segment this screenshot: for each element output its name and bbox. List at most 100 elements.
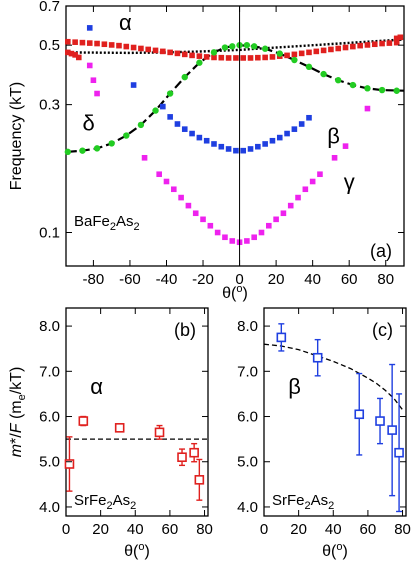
data-point bbox=[177, 452, 187, 463]
data-point bbox=[350, 43, 356, 50]
series-labels-b: α bbox=[90, 374, 103, 399]
data-point bbox=[211, 141, 217, 147]
data-point bbox=[123, 43, 130, 50]
c-x-tick-label: 20 bbox=[290, 521, 307, 538]
data-point bbox=[163, 178, 170, 185]
data-point bbox=[174, 50, 181, 57]
series-label: δ bbox=[82, 111, 94, 136]
a-y-tick-label: 0.7 bbox=[39, 0, 60, 15]
a-y-tick-label: 0.5 bbox=[39, 37, 60, 54]
data-point bbox=[152, 107, 159, 114]
data-point bbox=[210, 49, 218, 56]
plot-frame-c bbox=[263, 307, 407, 517]
data-point bbox=[305, 63, 313, 71]
panel-label-c: (c) bbox=[372, 320, 393, 340]
y-axis-label-a: Frequency (kT) bbox=[8, 82, 25, 190]
data-point bbox=[218, 54, 225, 61]
data-point bbox=[65, 49, 71, 56]
ticks-c: 0 20 40 60 80 4.0 5.0 6.0 7.0 8.0 bbox=[237, 308, 411, 538]
data-point bbox=[276, 332, 287, 343]
data-point bbox=[64, 459, 75, 469]
data-point bbox=[250, 43, 258, 50]
data-point bbox=[170, 186, 177, 193]
data-point bbox=[94, 90, 100, 97]
data-point bbox=[276, 134, 283, 141]
data-point bbox=[261, 45, 269, 52]
data-point bbox=[240, 55, 247, 61]
panel-b: 0 20 40 60 804.05.06.07.08.0 α SrFe2As2 (b) … bbox=[8, 307, 213, 560]
data-point bbox=[233, 147, 239, 154]
data-point bbox=[320, 47, 327, 54]
series-labels-c: β bbox=[288, 374, 301, 399]
data-point bbox=[156, 171, 162, 178]
data-point bbox=[309, 178, 316, 185]
a-x-tick-label: 80 bbox=[377, 271, 394, 288]
data-point bbox=[93, 145, 101, 152]
data-point bbox=[393, 39, 400, 46]
data-point bbox=[145, 46, 152, 53]
b-x-tick-label: 40 bbox=[127, 521, 144, 538]
series-label: γ bbox=[344, 169, 355, 194]
data-point bbox=[276, 50, 283, 57]
ticks-a: -80 -60 -40 -20 0 20 40 60 80 0.1 0.3 0.5 0.7 bbox=[39, 0, 404, 288]
data-point bbox=[192, 210, 199, 217]
data-point bbox=[75, 54, 82, 61]
a-x-tick-label: 40 bbox=[304, 271, 321, 288]
data-point bbox=[196, 134, 203, 141]
data-point bbox=[86, 25, 93, 31]
data-point bbox=[313, 48, 320, 55]
data-point bbox=[364, 85, 371, 92]
data-point bbox=[229, 43, 236, 50]
data-point bbox=[108, 42, 115, 48]
data-point bbox=[225, 146, 232, 152]
a-x-tick-label: 60 bbox=[341, 271, 358, 288]
data-point bbox=[371, 41, 378, 48]
data-point bbox=[262, 54, 268, 61]
data-point bbox=[79, 39, 86, 46]
data-point bbox=[225, 55, 232, 61]
data-point bbox=[317, 171, 323, 178]
data-point bbox=[79, 147, 86, 154]
data-point bbox=[108, 140, 115, 147]
data-point bbox=[244, 238, 250, 244]
data-point bbox=[123, 132, 130, 139]
data-point bbox=[312, 352, 323, 363]
data-point bbox=[181, 51, 188, 58]
sample-label-a: BaFe2As2 bbox=[74, 213, 140, 233]
data-point bbox=[258, 229, 265, 236]
c-y-tick-label: 5.0 bbox=[237, 454, 258, 471]
a-x-tick-label: -20 bbox=[192, 271, 214, 288]
data-point bbox=[78, 416, 89, 426]
b-x-tick-label: 0 bbox=[62, 521, 70, 538]
sample-label-c: SrFe2As2 bbox=[272, 492, 334, 512]
sample-label-b: SrFe2As2 bbox=[74, 492, 136, 512]
data-point bbox=[154, 427, 165, 438]
series-label: β bbox=[288, 374, 301, 399]
data-point bbox=[306, 49, 312, 56]
data-point bbox=[214, 229, 221, 236]
data-point bbox=[130, 44, 137, 51]
data-point bbox=[189, 130, 195, 137]
data-point bbox=[364, 42, 371, 48]
data-point bbox=[181, 126, 188, 132]
data-point bbox=[94, 40, 100, 47]
data-point bbox=[229, 238, 236, 244]
data-point bbox=[378, 86, 386, 94]
x-axis-label-c: θ(o) bbox=[322, 541, 348, 560]
data-point bbox=[295, 194, 301, 201]
a-x-tick-label: -40 bbox=[156, 271, 178, 288]
data-point bbox=[160, 48, 166, 55]
data-point bbox=[364, 105, 371, 112]
data-point bbox=[287, 202, 294, 209]
series-label: α bbox=[90, 374, 103, 399]
data-point bbox=[152, 47, 159, 54]
data-point bbox=[342, 44, 349, 51]
c-x-tick-label: 80 bbox=[394, 521, 411, 538]
data-point bbox=[262, 141, 268, 147]
b-y-tick-label: 8.0 bbox=[39, 318, 60, 335]
data-point bbox=[335, 77, 342, 84]
data-point bbox=[328, 46, 334, 53]
data-point bbox=[251, 234, 257, 241]
fit-curve-c bbox=[263, 343, 404, 411]
